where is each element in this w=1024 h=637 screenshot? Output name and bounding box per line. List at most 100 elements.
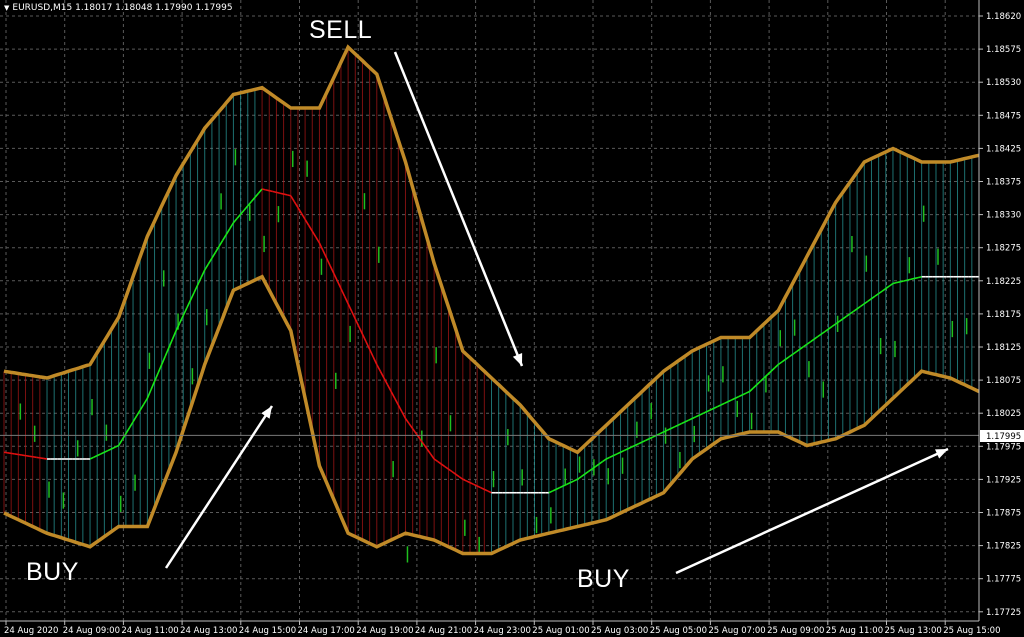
middle-band-segment (827, 325, 833, 330)
middle-band-segment (135, 409, 141, 417)
price-tick-label: 1.18330 (986, 211, 1021, 221)
middle-band-segment (810, 338, 815, 343)
middle-band-segment (784, 356, 790, 361)
middle-band-segment (43, 457, 48, 460)
middle-band-segment (182, 307, 188, 316)
time-tick-label: 24 Aug 21:00 (415, 626, 472, 636)
middle-band-segment (856, 305, 862, 310)
middle-band-segment (343, 295, 349, 305)
middle-band-segment (444, 465, 449, 470)
middle-band-segment (853, 308, 858, 312)
middle-band-segment (802, 343, 808, 348)
price-tick-label: 1.17725 (986, 608, 1021, 618)
middle-band-segment (186, 300, 192, 309)
middle-band-segment (397, 404, 403, 413)
middle-band-segment (204, 263, 210, 271)
middle-band-segment (562, 483, 568, 487)
time-tick-label: 24 Aug 19:00 (356, 626, 413, 636)
middle-band-segment (214, 245, 220, 253)
middle-band-segment (591, 465, 596, 470)
middle-band-segment (548, 490, 553, 494)
middle-band-segment (153, 372, 159, 382)
price-wicks (19, 149, 982, 563)
price-tick-label: 1.18125 (986, 343, 1021, 353)
middle-band-segment (401, 411, 407, 419)
middle-band-segment (7, 452, 12, 455)
middle-band-segment (613, 453, 618, 457)
time-tick-label: 25 Aug 11:00 (826, 626, 883, 636)
middle-band-segment (910, 277, 915, 281)
price-tick-label: 1.18275 (986, 244, 1021, 254)
middle-band-segment (178, 315, 184, 324)
middle-band-segment (336, 280, 342, 289)
middle-band-segment (96, 453, 102, 457)
middle-band-segment (476, 485, 482, 489)
middle-band-segment (759, 377, 765, 382)
middle-band-segment (276, 191, 281, 194)
middle-band-segment (681, 421, 686, 425)
middle-band-segment (734, 395, 740, 399)
middle-band-segment (473, 483, 478, 487)
sell-label: SELL (309, 16, 373, 44)
middle-band-segment (552, 488, 557, 492)
triangle-down-icon[interactable]: ▼ (4, 4, 10, 12)
buy-arrow-left-head (261, 406, 272, 419)
time-tick-label: 25 Aug 01:00 (532, 626, 589, 636)
middle-band-segment (756, 380, 761, 386)
time-axis[interactable]: 24 Aug 2020 24 Aug 09:00 24 Aug 11:00 24 Au… (4, 621, 1001, 636)
price-tick-label: 1.17775 (986, 575, 1021, 585)
time-tick-label: 24 Aug 13:00 (180, 626, 237, 636)
middle-band-segment (480, 486, 485, 491)
time-tick-label: 25 Aug 13:00 (885, 626, 942, 636)
middle-band-segment (315, 236, 321, 244)
middle-band-segment (189, 292, 195, 301)
middle-band-segment (25, 454, 30, 457)
middle-band-segment (627, 446, 632, 450)
middle-band-segment (871, 295, 876, 300)
price-tick-label: 1.17875 (986, 509, 1021, 519)
middle-band-segment (666, 427, 672, 432)
middle-band-segment (684, 419, 689, 423)
time-tick-label: 24 Aug 11:00 (121, 626, 178, 636)
middle-band-segment (290, 195, 296, 203)
middle-band-segment (168, 338, 174, 348)
middle-band-segment (907, 278, 912, 281)
time-tick-label: 25 Aug 15:00 (943, 626, 1000, 636)
middle-band-segment (411, 428, 417, 435)
middle-band-segment (225, 228, 231, 235)
middle-band-segment (221, 234, 227, 241)
middle-band-segment (211, 251, 217, 259)
middle-band-segment (39, 457, 44, 460)
sell-arrow (393, 51, 524, 367)
middle-band-segment (458, 476, 464, 480)
middle-band-segment (577, 476, 582, 480)
middle-band-segment (691, 416, 697, 420)
middle-band-segment (272, 190, 277, 194)
middle-band-segment (838, 318, 844, 323)
price-tick-label: 1.18530 (986, 78, 1021, 88)
middle-band-segment (462, 478, 467, 482)
middle-band-segment (200, 269, 206, 278)
middle-band-segment (738, 394, 743, 398)
time-tick-label: 25 Aug 09:00 (767, 626, 824, 636)
middle-band-segment (731, 397, 736, 401)
middle-band-segment (279, 192, 284, 195)
price-tick-label: 1.18425 (986, 144, 1021, 154)
price-axis[interactable]: 1.18620 1.18575 1.18530 1.18475 1.18425 1.183… (979, 12, 1021, 618)
middle-band-segment (806, 341, 811, 345)
middle-band-segment (229, 222, 235, 230)
middle-band-segment (849, 310, 855, 315)
middle-band-segment (706, 409, 711, 413)
middle-band-segment (867, 298, 872, 302)
middle-band-segment (3, 451, 8, 454)
middle-band-segment (419, 438, 425, 445)
middle-band-segment (892, 281, 897, 285)
middle-band-segment (874, 292, 880, 297)
middle-band-segment (422, 443, 428, 450)
buy-label-left: BUY (26, 558, 79, 586)
price-tick-label: 1.17975 (986, 442, 1021, 452)
middle-band-segment (914, 276, 919, 280)
middle-band-segment (376, 364, 382, 372)
